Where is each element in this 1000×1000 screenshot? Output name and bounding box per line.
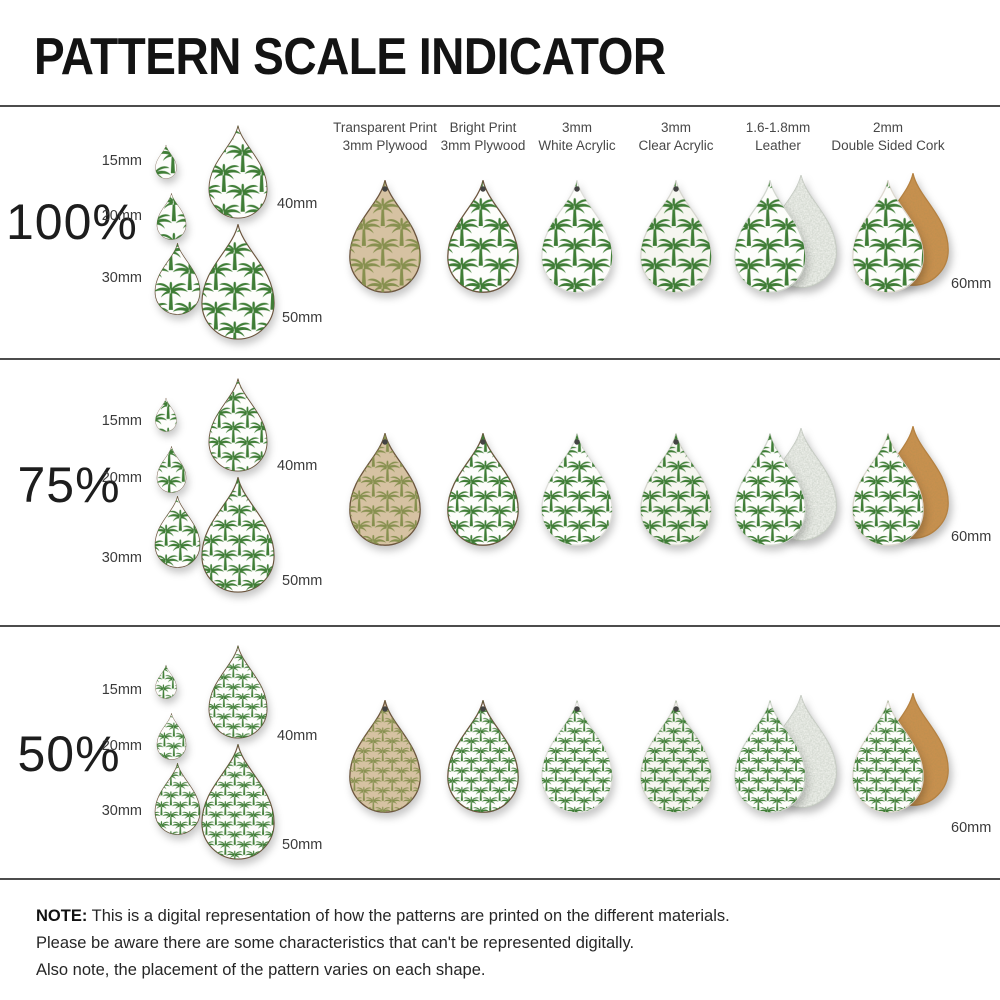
teardrop-75%-leather xyxy=(734,432,806,546)
teardrop-100%-30mm xyxy=(154,242,200,315)
material-label-plywood-transparent: Transparent Print 3mm Plywood xyxy=(307,119,463,155)
teardrop-75%-plywood-transparent xyxy=(349,432,421,546)
teardrop-50%-acrylic-white xyxy=(541,699,613,813)
material-label-acrylic-white: 3mm White Acrylic xyxy=(499,119,655,155)
material-label-line1: Transparent Print xyxy=(333,120,437,135)
size-label-60mm: 60mm xyxy=(951,276,992,292)
teardrop-75%-40mm xyxy=(208,377,268,472)
divider-row-100-75 xyxy=(0,358,1000,360)
material-label-line1: Bright Print xyxy=(449,120,517,135)
material-label-plywood-bright: Bright Print 3mm Plywood xyxy=(405,119,561,155)
size-label-40mm: 40mm xyxy=(277,458,318,474)
note-text-1: This is a digital representation of how … xyxy=(91,907,730,925)
size-label-20mm: 20mm xyxy=(101,738,142,754)
size-label-50mm: 50mm xyxy=(282,573,323,589)
material-label-line1: 2mm xyxy=(873,120,903,135)
teardrop-100%-20mm xyxy=(156,193,186,241)
size-label-40mm: 40mm xyxy=(277,728,318,744)
material-label-line2: 3mm Plywood xyxy=(440,137,526,153)
material-label-line1: 1.6-1.8mm xyxy=(745,120,811,135)
scale-percent-100: 100% xyxy=(6,194,138,250)
teardrop-50%-plywood-transparent xyxy=(349,699,421,813)
teardrop-75%-30mm xyxy=(154,495,200,568)
teardrop-100%-plywood-transparent xyxy=(349,179,421,293)
teardrop-100%-cork xyxy=(852,179,924,293)
teardrop-100%-15mm xyxy=(155,144,177,179)
divider-row-75-50 xyxy=(0,625,1000,627)
teardrop-100%-plywood-bright xyxy=(447,179,519,293)
material-label-line2: Clear Acrylic xyxy=(638,137,714,153)
divider-header xyxy=(0,105,1000,107)
teardrop-samples-75 xyxy=(0,358,1000,625)
teardrop-75%-cork xyxy=(852,432,924,546)
teardrop-50%-50mm xyxy=(201,743,275,860)
size-label-60mm: 60mm xyxy=(951,529,992,545)
divider-footer xyxy=(0,878,1000,880)
teardrop-100%-acrylic-clear xyxy=(640,179,712,293)
size-label-30mm: 30mm xyxy=(101,550,142,566)
material-label-cork: 2mm Double Sided Cork xyxy=(810,119,966,155)
material-label-line1: 3mm xyxy=(661,120,691,135)
scale-percent-50: 50% xyxy=(17,726,121,782)
size-label-60mm: 60mm xyxy=(951,820,992,836)
note-line-3: Also note, the placement of the pattern … xyxy=(36,961,486,979)
scale-row-100: 100% Transparent Print 3mm Plywood Brigh… xyxy=(0,105,1000,358)
size-label-50mm: 50mm xyxy=(282,837,323,853)
size-label-40mm: 40mm xyxy=(277,196,318,212)
material-label-acrylic-clear: 3mm Clear Acrylic xyxy=(598,119,754,155)
teardrop-50%-acrylic-clear xyxy=(640,699,712,813)
size-label-30mm: 30mm xyxy=(101,803,142,819)
teardrop-100%-40mm xyxy=(208,124,268,219)
teardrop-75%-acrylic-white xyxy=(541,432,613,546)
teardrop-75%-50mm xyxy=(201,476,275,593)
teardrop-100%-50mm xyxy=(201,223,275,340)
teardrop-50%-cork xyxy=(852,699,924,813)
size-label-20mm: 20mm xyxy=(101,470,142,486)
scale-row-50: 50% 15mm 20mm 30mm 40mm 50mm 60mm xyxy=(0,625,1000,878)
teardrop-samples-100 xyxy=(0,105,1000,358)
teardrop-50%-40mm xyxy=(208,644,268,739)
page-title: PATTERN SCALE INDICATOR xyxy=(34,27,666,86)
size-label-15mm: 15mm xyxy=(101,413,142,429)
teardrop-100%-leather xyxy=(734,179,806,293)
size-label-15mm: 15mm xyxy=(101,153,142,169)
material-label-line2: Double Sided Cork xyxy=(831,137,945,153)
size-label-15mm: 15mm xyxy=(101,682,142,698)
teardrop-samples-50 xyxy=(0,625,1000,878)
note-block: NOTE: This is a digital representation o… xyxy=(36,903,730,984)
teardrop-50%-leather xyxy=(734,699,806,813)
material-label-line2: White Acrylic xyxy=(538,137,616,153)
scale-percent-75: 75% xyxy=(17,457,121,513)
size-label-50mm: 50mm xyxy=(282,310,323,326)
teardrop-50%-15mm xyxy=(155,664,177,699)
teardrop-50%-30mm xyxy=(154,762,200,835)
teardrop-50%-20mm xyxy=(156,713,186,761)
note-line-2: Please be aware there are some character… xyxy=(36,934,635,952)
material-label-leather: 1.6-1.8mm Leather xyxy=(700,119,856,155)
teardrop-75%-20mm xyxy=(156,446,186,494)
teardrop-50%-plywood-bright xyxy=(447,699,519,813)
size-label-20mm: 20mm xyxy=(101,208,142,224)
material-label-line2: Leather xyxy=(755,137,801,153)
size-label-30mm: 30mm xyxy=(101,270,142,286)
note-line-1: NOTE: This is a digital representation o… xyxy=(36,903,730,930)
teardrop-75%-acrylic-clear xyxy=(640,432,712,546)
material-label-line2: 3mm Plywood xyxy=(342,137,428,153)
scale-row-75: 75% 15mm 20mm 30mm 40mm 50mm 60mm xyxy=(0,358,1000,625)
material-label-line1: 3mm xyxy=(562,120,592,135)
teardrop-75%-15mm xyxy=(155,397,177,432)
teardrop-100%-acrylic-white xyxy=(541,179,613,293)
note-label: NOTE: xyxy=(36,907,88,925)
teardrop-75%-plywood-bright xyxy=(447,432,519,546)
